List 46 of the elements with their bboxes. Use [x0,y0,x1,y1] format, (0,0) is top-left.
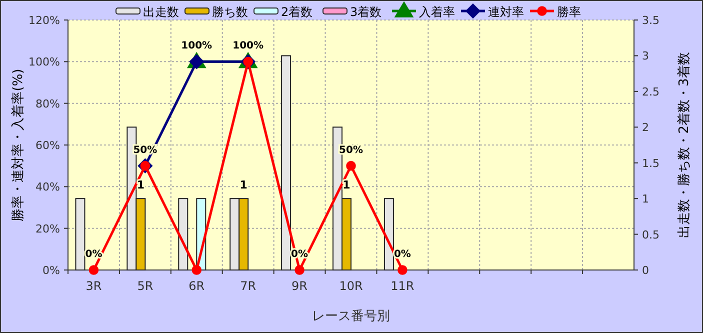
point [192,265,202,275]
y2-tick-label: 3 [642,50,649,63]
legend-label: 勝率 [557,5,581,19]
y2-tick-label: 0 [642,264,649,277]
legend-label: 2着数 [281,5,313,19]
legend-label: 連対率 [488,5,524,19]
bar [75,198,86,270]
legend-label: 出走数 [143,5,179,19]
legend-label: 入着率 [419,5,455,19]
x-tick-label: 3R [86,279,102,293]
point [346,160,356,171]
y2-tick-label: 2 [642,121,649,134]
y-tick-label: 120% [28,14,60,27]
x-tick-label: 5R [137,279,154,293]
x-tick-label: 10R [339,279,363,293]
data-label: 1 [136,178,145,192]
annotation: 100% [232,40,264,52]
x-axis-title: レース番号別 [312,309,390,324]
y2-tick-label: 0.5 [642,228,660,242]
y-tick-label: 80% [36,97,60,110]
point [88,265,99,275]
bar [281,55,292,270]
legend-label: 勝ち数 [212,5,248,19]
annotation: 100% [181,40,212,52]
y2-tick-label: 2.5 [642,85,660,98]
y2-axis-title: 出走数・勝ち数・2着数・3着数 [676,52,692,238]
y2-tick-label: 3.5 [642,14,660,27]
bar [178,198,188,270]
data-label: 1 [240,178,248,192]
y-tick-label: 100% [28,56,60,69]
y-tick-label: 20% [36,222,60,236]
x-tick-label: 6R [188,279,205,293]
point [294,265,304,275]
y2-tick-label: 1 [642,192,649,206]
y-tick-label: 60% [36,139,60,152]
y-tick-label: 0% [42,264,60,277]
x-tick-label: 11R [390,279,414,293]
x-tick-label: 9R [292,279,308,293]
bar [384,198,394,270]
y2-tick-label: 1.5 [642,156,660,170]
y-tick-label: 40% [36,180,60,194]
point [398,265,408,275]
y-axis-title: 勝率・連対率・入着率(%) [10,68,26,222]
x-tick-label: 7R [240,279,256,293]
data-label: 1 [342,178,350,192]
legend-label: 3着数 [350,5,382,19]
